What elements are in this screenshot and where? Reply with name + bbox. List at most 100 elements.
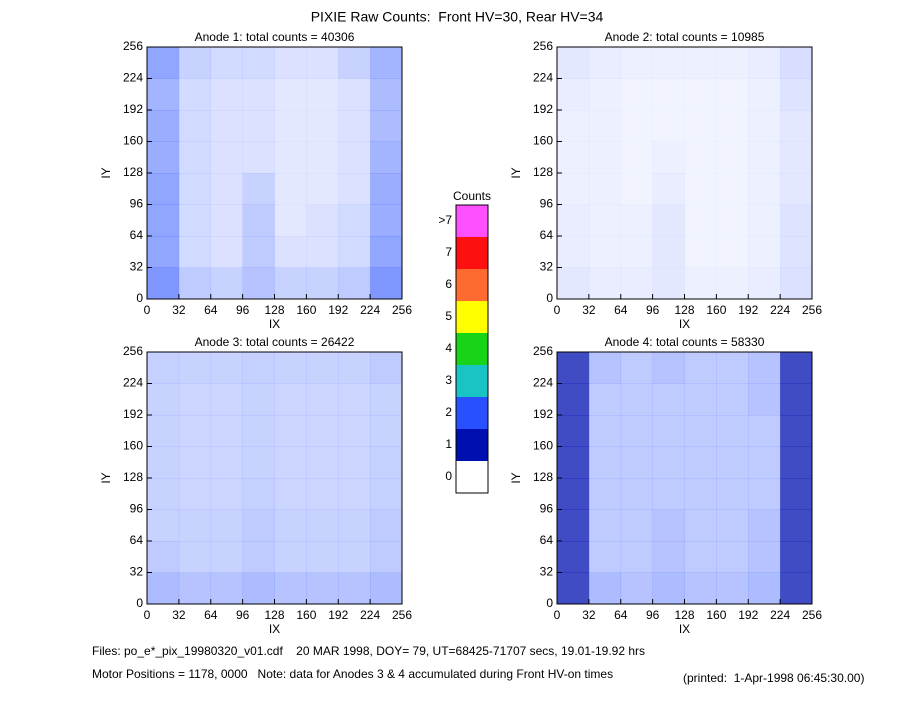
y-tick-label: 224 bbox=[533, 376, 553, 390]
heatmap-cell bbox=[716, 110, 749, 142]
heatmap-cell bbox=[652, 236, 685, 268]
heatmap-cell bbox=[780, 78, 813, 111]
heatmap-cell bbox=[178, 173, 212, 205]
heatmap-cell bbox=[588, 267, 622, 300]
heatmap-cell bbox=[178, 383, 212, 416]
y-tick-label: 128 bbox=[533, 470, 553, 484]
y-tick-label: 64 bbox=[130, 533, 144, 547]
heatmap-cell bbox=[588, 541, 622, 573]
y-tick-label: 128 bbox=[123, 470, 143, 484]
heatmap-cell bbox=[178, 110, 212, 142]
y-axis-label: IY bbox=[99, 167, 113, 178]
heatmap-cell bbox=[210, 478, 243, 510]
heatmap-cell bbox=[557, 509, 590, 542]
heatmap-cell bbox=[242, 141, 275, 174]
heatmap-cell bbox=[338, 110, 371, 142]
heatmap-cell bbox=[684, 415, 717, 447]
heatmap-cell bbox=[338, 352, 371, 384]
heatmap-cell bbox=[178, 509, 212, 542]
heatmap-cell bbox=[780, 352, 813, 384]
heatmap-cell bbox=[338, 267, 371, 300]
heatmap-cell bbox=[588, 110, 622, 142]
heatmap-cell bbox=[370, 47, 403, 79]
heatmap-cell bbox=[274, 446, 307, 479]
heatmap-cell bbox=[178, 352, 212, 384]
heatmap-cell bbox=[557, 141, 590, 174]
panel-title: Anode 4: total counts = 58330 bbox=[605, 335, 765, 349]
y-tick-label: 192 bbox=[533, 407, 553, 421]
heatmap-cell bbox=[147, 415, 180, 447]
heatmap-cell bbox=[147, 541, 180, 573]
heatmap-cell bbox=[274, 383, 307, 416]
x-tick-label: 160 bbox=[296, 608, 316, 622]
heatmap-cell bbox=[620, 478, 653, 510]
heatmap-cell bbox=[242, 110, 275, 142]
y-tick-label: 192 bbox=[123, 407, 143, 421]
heatmap-cell bbox=[210, 173, 243, 205]
heatmap-cell bbox=[274, 478, 307, 510]
heatmap-cell bbox=[338, 415, 371, 447]
colorbar-swatch bbox=[456, 205, 488, 237]
y-tick-label: 224 bbox=[533, 71, 553, 85]
heatmap-cell bbox=[780, 415, 813, 447]
heatmap-cell bbox=[557, 383, 590, 416]
heatmap-cell bbox=[780, 110, 813, 142]
heatmap-cell bbox=[620, 173, 653, 205]
heatmap-cell bbox=[338, 383, 371, 416]
y-axis-label: IY bbox=[509, 167, 523, 178]
heatmap-cell bbox=[306, 509, 339, 542]
x-axis-label: IX bbox=[269, 622, 280, 636]
heatmap-cell bbox=[652, 541, 685, 573]
heatmap-cell bbox=[780, 47, 813, 79]
y-tick-label: 128 bbox=[533, 165, 553, 179]
heatmap-cell bbox=[210, 352, 243, 384]
heatmap-cell bbox=[652, 446, 685, 479]
y-tick-label: 0 bbox=[136, 291, 143, 305]
heatmap-cell bbox=[370, 236, 403, 268]
heatmap-cell bbox=[588, 352, 622, 384]
heatmap-cell bbox=[242, 478, 275, 510]
x-tick-label: 128 bbox=[674, 608, 694, 622]
heatmap-cell bbox=[588, 383, 622, 416]
heatmap-cell bbox=[557, 236, 590, 268]
colorbar-swatch bbox=[456, 333, 488, 365]
heatmap-cell bbox=[748, 509, 781, 542]
heatmap-cell bbox=[370, 141, 403, 174]
heatmap-cell bbox=[242, 267, 275, 300]
heatmap-cell bbox=[557, 78, 590, 111]
heatmap-cell bbox=[748, 352, 781, 384]
heatmap-cell bbox=[210, 141, 243, 174]
y-tick-label: 192 bbox=[533, 102, 553, 116]
x-tick-label: 64 bbox=[614, 608, 628, 622]
colorbar-label: 5 bbox=[445, 309, 452, 323]
x-tick-label: 96 bbox=[236, 303, 250, 317]
heatmap-cell bbox=[210, 110, 243, 142]
colorbar-label: 4 bbox=[445, 341, 452, 355]
heatmap-cell bbox=[780, 236, 813, 268]
heatmap-cell bbox=[338, 572, 371, 605]
heatmap-cell bbox=[147, 383, 180, 416]
heatmap-cell bbox=[242, 383, 275, 416]
note: Files: po_e*_pix_19980320_v01.cdf 20 MAR… bbox=[92, 644, 645, 658]
x-tick-label: 256 bbox=[392, 303, 412, 317]
heatmap-cell bbox=[557, 173, 590, 205]
heatmap-cell bbox=[652, 204, 685, 237]
x-tick-label: 224 bbox=[360, 303, 380, 317]
x-tick-label: 128 bbox=[674, 303, 694, 317]
heatmap-cell bbox=[620, 352, 653, 384]
heatmap-cell bbox=[242, 541, 275, 573]
heatmap-cell bbox=[338, 509, 371, 542]
heatmap-cell bbox=[748, 110, 781, 142]
heatmap-cell bbox=[652, 383, 685, 416]
heatmap-cell bbox=[652, 352, 685, 384]
heatmap-cell bbox=[274, 267, 307, 300]
heatmap-cell bbox=[147, 267, 180, 300]
heatmap-cell bbox=[716, 446, 749, 479]
heatmap-cell bbox=[716, 415, 749, 447]
heatmap-cell bbox=[306, 415, 339, 447]
x-tick-label: 256 bbox=[802, 608, 822, 622]
heatmap-cell bbox=[306, 478, 339, 510]
heatmap-cell bbox=[370, 446, 403, 479]
x-tick-label: 160 bbox=[296, 303, 316, 317]
